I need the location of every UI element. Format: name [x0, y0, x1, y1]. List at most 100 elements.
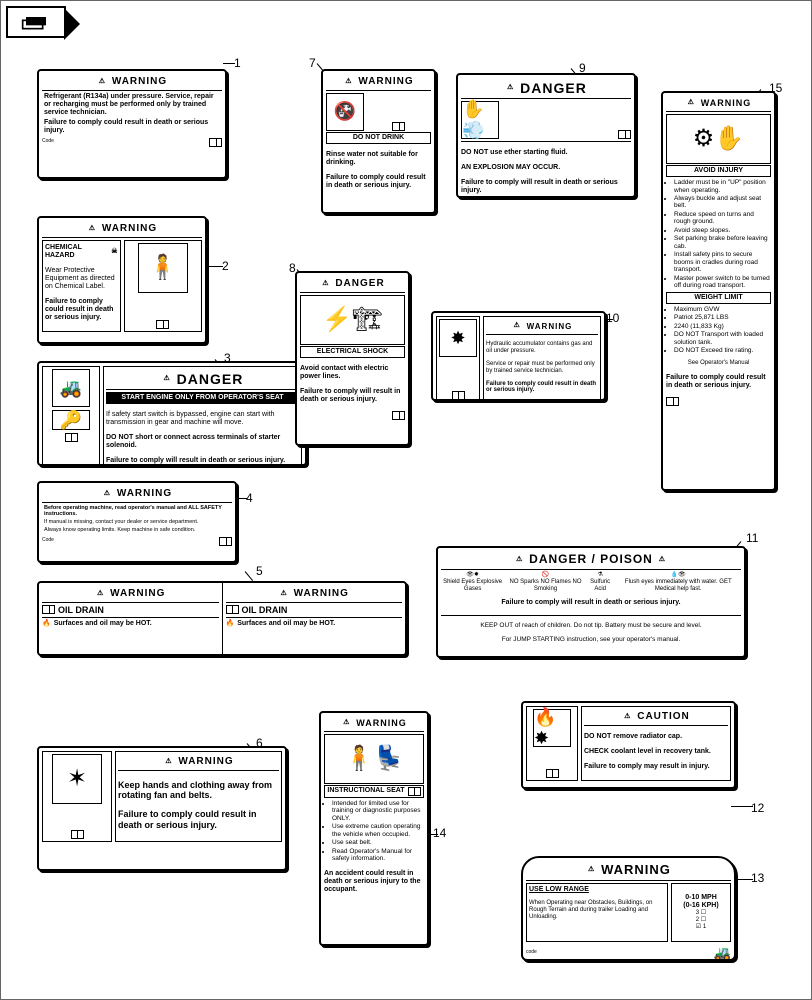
subheader: DO NOT DRINK — [326, 132, 431, 144]
subheader: INSTRUCTIONAL SEAT — [327, 787, 404, 795]
poison-col: ⚗Sulfuric Acid — [587, 572, 614, 593]
label-13-warning-low-range: ⚠WARNING USE LOW RANGE When Operating ne… — [521, 856, 736, 961]
warning-triangle-icon: ⚠ — [514, 554, 525, 565]
body-line: Surfaces and oil may be HOT. — [54, 620, 152, 628]
manual-book-icon — [666, 397, 679, 406]
warning-triangle-icon: ⚠ — [279, 588, 290, 599]
skull-icon: ☠ — [111, 248, 117, 256]
body-line: See Operator's Manual — [666, 360, 771, 367]
callout-11: 11 — [746, 531, 758, 545]
body-line: DO NOT use ether starting fluid. — [461, 149, 631, 157]
body-line: Failure to comply will result in death o… — [300, 388, 405, 404]
bullet-list: Maximum GVW Patriot 25,871 LBS 2240 (11,… — [674, 306, 771, 355]
body-line: DO NOT short or connect across terminals… — [106, 434, 299, 450]
body-line: Failure to comply will result in death o… — [461, 179, 631, 195]
callout-7: 7 — [309, 56, 316, 70]
page-header-icon — [6, 6, 66, 38]
subheader: ELECTRICAL SHOCK — [300, 346, 405, 358]
poison-col: 💧👁Flush eyes immediately with water. GET… — [616, 572, 741, 593]
header-text: WARNING — [701, 98, 752, 108]
speed-range: 0-10 MPH (0-16 KPH) — [683, 894, 718, 909]
label-9-danger-ether: ⚠DANGER ✋💨 DO NOT use ether starting flu… — [456, 73, 636, 198]
label-6-warning-fan: ✶ ⚠WARNING Keep hands and clothing away … — [37, 746, 287, 871]
warning-triangle-icon: ⚠ — [657, 554, 668, 565]
header-text: DANGER — [335, 278, 384, 290]
burst-icon: ✸ — [439, 319, 477, 357]
warning-triangle-icon: ⚠ — [622, 711, 633, 722]
manual-book-icon — [42, 605, 55, 614]
manual-book-icon — [618, 130, 631, 139]
key-icon: 🔑 — [52, 410, 90, 430]
tractor-icon: 🚜 — [714, 945, 731, 961]
poison-col: 👁✸Shield Eyes Explosive Gases — [441, 572, 504, 593]
hot-surface-icon: 🔥 — [42, 620, 51, 628]
manual-book-icon — [392, 122, 405, 131]
callout-13: 13 — [751, 871, 764, 885]
powerline-icon: ⚡🏗 — [300, 295, 405, 345]
spray-hand-icon: ✋💨 — [461, 101, 499, 139]
subheader: START ENGINE ONLY FROM OPERATOR'S SEAT — [106, 392, 299, 404]
fan-icon: ✶ — [52, 754, 102, 804]
body-line: When Operating near Obstacles, Buildings… — [529, 900, 665, 921]
body-line: Before operating machine, read operator'… — [44, 505, 230, 518]
body-line: An accident could result in death or ser… — [324, 870, 424, 894]
poison-col: 🚫NO Sparks NO Flames NO Smoking — [506, 572, 585, 593]
body-line: Failure to comply will result in death o… — [441, 599, 741, 607]
hot-burst-icon: 🔥✸ — [533, 709, 571, 747]
warning-triangle-icon: ⚠ — [87, 223, 98, 234]
body-line: Failure to comply could result in death … — [118, 809, 279, 830]
protective-suit-icon: 🧍 — [138, 243, 188, 293]
body-line: KEEP OUT of reach of children. Do not ti… — [441, 622, 741, 629]
body-line: Failure to comply could result in death … — [666, 374, 771, 390]
header-text: WARNING — [527, 322, 573, 331]
header-text: CAUTION — [637, 711, 690, 723]
label-7-warning-drink: ⚠WARNING 🚱 DO NOT DRINK Rinse water not … — [321, 69, 436, 214]
label-14-warning-instructional-seat: ⚠WARNING 🧍💺 INSTRUCTIONAL SEAT Intended … — [319, 711, 429, 946]
callout-12: 12 — [751, 801, 764, 815]
header-text: WARNING — [358, 76, 413, 88]
manual-book-icon — [226, 605, 239, 614]
body-line: If safety start switch is bypassed, engi… — [106, 411, 299, 427]
header-text: WARNING — [178, 756, 233, 768]
manual-book-icon — [209, 138, 222, 147]
body-line: For JUMP STARTING instruction, see your … — [441, 636, 741, 643]
label-3-danger-start-engine: 🚜 🔑 ⚠DANGER START ENGINE ONLY FROM OPERA… — [37, 361, 307, 466]
label-4-warning-manual: ⚠WARNING Before operating machine, read … — [37, 481, 237, 563]
bullet-list: Ladder must be in "UP" position when ope… — [674, 179, 771, 290]
body-line: Service or repair must be performed only… — [486, 361, 598, 375]
callout-14: 14 — [433, 826, 446, 840]
leader — [245, 571, 253, 581]
manual-book-icon — [392, 411, 405, 420]
warning-triangle-icon: ⚠ — [95, 588, 106, 599]
subheader: OIL DRAIN — [58, 605, 104, 615]
tractor-icon: 🚜 — [52, 369, 90, 407]
body-line: AN EXPLOSION MAY OCCUR. — [461, 164, 631, 172]
body-line: Surfaces and oil may be HOT. — [237, 620, 335, 628]
warning-triangle-icon: ⚠ — [97, 76, 108, 87]
body-line: Failure to comply could result in death … — [326, 174, 431, 190]
body-line: Failure to comply could result in death … — [45, 298, 118, 322]
body-line: Always know operating limits. Keep machi… — [44, 527, 230, 533]
label-15-warning-avoid-injury: ⚠WARNING ⚙✋ AVOID INJURY Ladder must be … — [661, 91, 776, 491]
body-line: Failure to comply could result in death … — [486, 381, 598, 395]
label-10-warning-accumulator: ✸ ⚠WARNING Hydraulic accumulator contain… — [431, 311, 606, 401]
body-line: Avoid contact with electric power lines. — [300, 365, 405, 381]
warning-triangle-icon: ⚠ — [586, 865, 597, 876]
leader — [223, 63, 235, 64]
label-11-danger-poison-battery: ⚠DANGER / POISON⚠ 👁✸Shield Eyes Explosiv… — [436, 546, 746, 658]
callout-4: 4 — [246, 491, 253, 505]
body-line: Failure to comply may result in injury. — [584, 763, 728, 771]
header-text: WARNING — [601, 863, 671, 878]
manual-book-icon — [452, 391, 465, 400]
warning-triangle-icon: ⚠ — [102, 488, 113, 499]
manual-book-icon — [65, 433, 78, 442]
body-line: Refrigerant (R134a) under pressure. Serv… — [44, 93, 220, 117]
body-line: DO NOT remove radiator cap. — [584, 733, 728, 741]
body-line: Failure to comply could result in death … — [44, 119, 220, 135]
label-12-caution-radiator: 🔥✸ ⚠CAUTION DO NOT remove radiator cap. … — [521, 701, 736, 789]
body-line: Failure to comply will result in death o… — [106, 457, 299, 465]
subheader: WEIGHT LIMIT — [666, 292, 771, 304]
body-line: Rinse water not suitable for drinking. — [326, 151, 431, 167]
header-text: WARNING — [112, 76, 167, 88]
hot-surface-icon: 🔥 — [226, 620, 235, 628]
